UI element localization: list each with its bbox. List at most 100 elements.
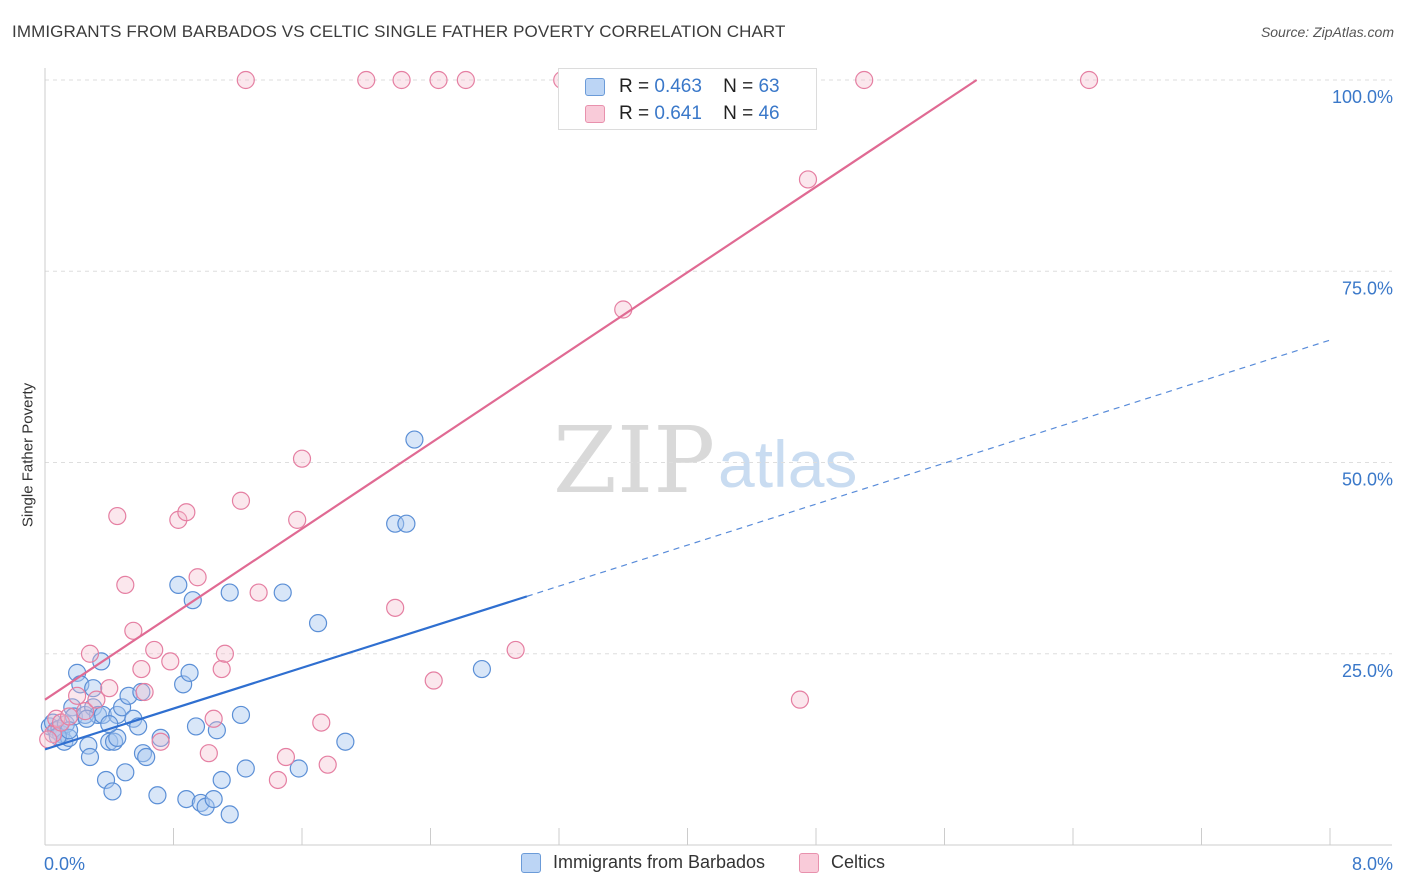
point-celtics [312,713,331,732]
point-barbados [308,614,328,633]
point-celtics [199,744,218,763]
point-celtics [68,686,87,705]
point-celtics [276,747,296,767]
point-barbados [204,789,223,809]
point-celtics [87,690,106,709]
point-celtics [429,70,448,90]
point-barbados [207,721,226,740]
n-label: N = [723,103,754,124]
point-celtics [212,659,231,679]
point-celtics [100,679,119,698]
legend-swatch-barbados [520,852,541,873]
y-tick-label: 100.0% [1332,87,1393,107]
point-barbados [174,675,193,694]
point-barbados [151,728,170,748]
point-celtics [59,707,79,726]
x-tick-label-max: 8.0% [1352,854,1393,874]
point-barbados [80,747,100,767]
legend-item-celtics[interactable]: Celtics [799,852,885,873]
point-celtics [80,644,100,663]
point-celtics [151,732,170,751]
point-celtics [506,640,525,660]
watermark-zip: ZIP [553,407,715,514]
n-value-celtics: 46 [758,103,780,124]
point-celtics [145,640,164,660]
correlation-text-celtics: R = 0.641 N = 46 [619,103,780,125]
r-value-celtics: 0.641 [654,103,702,124]
point-barbados [148,786,167,805]
point-celtics [249,583,268,602]
point-barbados [336,732,355,751]
point-barbados [273,583,292,602]
point-celtics [215,644,234,663]
point-barbados [116,763,135,782]
correlation-text-barbados: R = 0.463 N = 63 [619,76,780,98]
trendline-extension-barbados [526,339,1331,597]
point-barbados [180,663,199,682]
trendline-barbados [44,595,528,751]
point-celtics [357,70,376,90]
point-celtics [116,575,135,595]
point-celtics [386,598,405,617]
point-barbados [77,709,96,728]
point-celtics [798,170,818,189]
point-celtics [790,690,810,709]
point-celtics [288,510,307,529]
y-tick-label: 75.0% [1342,278,1393,298]
y-tick-label: 50.0% [1342,470,1393,490]
point-celtics [855,70,874,90]
point-celtics [1079,70,1099,90]
point-celtics [135,682,154,702]
point-celtics [76,702,95,721]
x-tick-label-min: 0.0% [44,854,85,874]
point-celtics [124,621,143,640]
point-celtics [392,70,411,90]
n-value-barbados: 63 [758,76,780,97]
n-label: N = [723,76,754,97]
point-barbados [220,583,239,602]
legend-label-barbados: Immigrants from Barbados [552,852,766,872]
point-celtics [231,491,251,510]
point-barbados [236,759,255,778]
point-celtics [204,709,223,728]
point-barbados [231,705,251,725]
point-barbados [137,747,156,767]
point-barbados [220,805,239,824]
point-barbados [84,679,103,698]
point-barbados [169,575,188,595]
point-barbados [289,759,308,778]
bottom-legend: Immigrants from Barbados Celtics [0,852,1406,873]
source-credit: Source: ZipAtlas.com [1260,24,1394,40]
correlation-legend-box: R = 0.463 N = 63 R = 0.641 N = 46 [558,68,817,130]
point-celtics [318,755,337,774]
trendline-celtics [44,79,978,701]
point-barbados [472,659,491,679]
legend-item-barbados[interactable]: Immigrants from Barbados [520,852,766,873]
point-barbados [112,698,132,717]
r-label: R = [619,103,650,124]
point-celtics [236,70,255,90]
point-barbados [96,770,116,790]
point-celtics [177,503,196,522]
watermark-atlas: atlas [718,427,857,501]
y-tick-label: 25.0% [1342,661,1393,681]
point-celtics [456,70,475,90]
celtics-swatch [585,105,605,123]
legend-swatch-celtics [799,852,820,873]
point-barbados [397,514,416,533]
point-barbados [177,789,196,809]
point-celtics [292,449,312,468]
point-celtics [424,671,443,690]
point-celtics [161,652,180,671]
point-celtics [108,506,127,526]
r-value-barbados: 0.463 [654,76,702,97]
point-barbados [108,728,127,748]
point-celtics [268,770,288,790]
point-barbados [405,430,424,449]
point-barbados [79,736,98,755]
barbados-swatch [585,78,605,96]
point-celtics [188,568,207,587]
point-barbados [186,717,206,736]
point-barbados [212,770,231,790]
